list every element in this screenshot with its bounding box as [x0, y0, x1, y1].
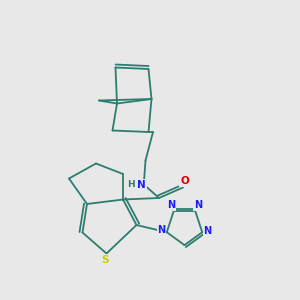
Text: N: N — [203, 226, 212, 236]
Text: O: O — [180, 176, 189, 187]
Text: N: N — [157, 225, 166, 235]
Text: N: N — [137, 179, 146, 190]
Text: N: N — [194, 200, 202, 211]
Text: S: S — [101, 255, 109, 265]
Text: H: H — [127, 180, 134, 189]
Text: N: N — [167, 200, 175, 211]
